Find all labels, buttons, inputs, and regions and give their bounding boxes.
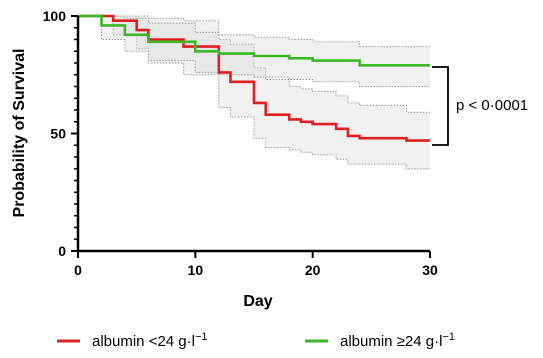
x-tick-label: 20 — [305, 262, 321, 278]
x-tick-label: 30 — [422, 262, 438, 278]
axis-ticks: 0 10 20 30 0 50 100 — [43, 8, 438, 278]
survival-curves — [78, 14, 430, 142]
x-tick-label: 10 — [188, 262, 204, 278]
y-tick-label: 100 — [43, 8, 67, 24]
legend-label-albumin-low: albumin <24 g·l−1 — [92, 331, 208, 350]
legend: albumin <24 g·l−1 albumin ≥24 g·l−1 — [57, 331, 455, 350]
significance-bracket — [432, 66, 449, 146]
ci-lower-series-0 — [78, 15, 430, 170]
y-minor-ticks — [74, 27, 78, 240]
p-value-annotation: p < 0·0001 — [456, 97, 528, 114]
ci-band-series-1 — [78, 16, 430, 87]
x-axis-title: Day — [243, 293, 272, 310]
y-axis-title: Probability of Survival — [11, 49, 28, 218]
legend-label-albumin-high: albumin ≥24 g·l−1 — [340, 331, 455, 350]
x-tick-label: 0 — [74, 262, 82, 278]
ci-upper-series-1 — [78, 15, 430, 48]
y-tick-label: 50 — [50, 126, 66, 142]
ci-upper-series-0 — [78, 15, 430, 113]
y-tick-label: 0 — [58, 243, 66, 259]
survival-line-series-1 — [78, 14, 430, 67]
survival-line-series-0 — [78, 14, 430, 142]
